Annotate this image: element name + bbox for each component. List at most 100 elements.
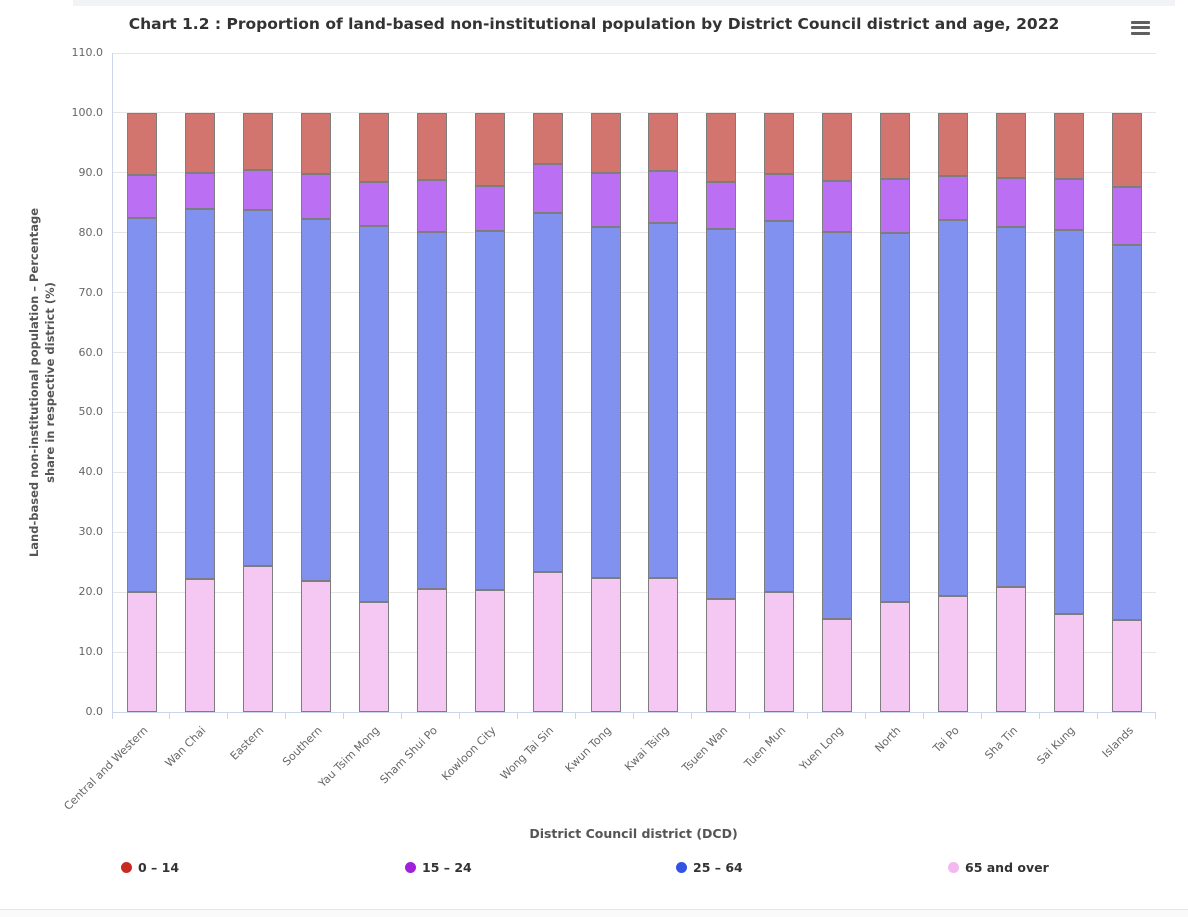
legend-item-0-14[interactable]: 0 – 14	[121, 860, 179, 875]
gridline	[113, 112, 1156, 114]
bar-segment[interactable]	[358, 225, 389, 602]
bar-segment[interactable]	[706, 598, 737, 712]
bar-segment[interactable]	[184, 172, 215, 210]
bar-segment[interactable]	[996, 112, 1027, 179]
bar-segment[interactable]	[1112, 245, 1143, 621]
x-axis-tick	[922, 713, 924, 719]
bar-segment[interactable]	[590, 227, 621, 579]
gridline	[113, 591, 1156, 593]
bar-segment[interactable]	[648, 112, 679, 172]
bar-segment[interactable]	[1054, 229, 1085, 614]
legend-item-65-and-over[interactable]: 65 and over	[948, 860, 1049, 875]
bar-segment[interactable]	[880, 602, 911, 712]
bar-segment[interactable]	[242, 209, 273, 566]
bar-segment[interactable]	[242, 565, 273, 712]
bar-segment[interactable]	[706, 182, 737, 230]
bar-segment[interactable]	[300, 581, 331, 712]
gridline	[113, 232, 1156, 234]
x-axis-category-label: Sham Shui Po	[377, 723, 441, 787]
y-axis-tick-label: 110.0	[71, 46, 104, 59]
bar-segment[interactable]	[474, 230, 505, 591]
legend-marker-icon	[676, 862, 687, 873]
bar-segment[interactable]	[1054, 179, 1085, 230]
x-axis-category-label: Yuen Long	[796, 723, 846, 773]
bar-segment[interactable]	[300, 112, 331, 175]
x-axis-category-label: Central and Western	[61, 723, 151, 813]
bar-segment[interactable]	[474, 112, 505, 186]
bar-segment[interactable]	[184, 579, 215, 712]
bar-segment[interactable]	[126, 174, 157, 219]
y-axis-tick-label: 70.0	[78, 285, 104, 299]
bar-segment[interactable]	[416, 112, 447, 181]
bar-segment[interactable]	[996, 178, 1027, 228]
bar-segment[interactable]	[474, 590, 505, 712]
bar-segment[interactable]	[126, 112, 157, 175]
x-axis-category-label: Sha Tin	[981, 723, 1020, 762]
bar-segment[interactable]	[532, 164, 563, 213]
bar-segment[interactable]	[184, 209, 215, 580]
bar-segment[interactable]	[1054, 613, 1085, 712]
bar-segment[interactable]	[590, 578, 621, 712]
bar-segment[interactable]	[938, 219, 969, 596]
bar-segment[interactable]	[416, 231, 447, 589]
x-axis-tick	[1096, 713, 1098, 719]
bar-segment[interactable]	[300, 218, 331, 582]
bar-segment[interactable]	[822, 180, 853, 232]
bar-segment[interactable]	[880, 179, 911, 233]
bar-segment[interactable]	[938, 176, 969, 220]
bar-segment[interactable]	[648, 577, 679, 712]
bar-segment[interactable]	[532, 572, 563, 712]
bar-segment[interactable]	[1112, 112, 1143, 188]
bar-segment[interactable]	[764, 592, 795, 712]
bar-segment[interactable]	[648, 222, 679, 578]
hamburger-icon	[1131, 20, 1151, 35]
bar-segment[interactable]	[938, 595, 969, 712]
bar-segment[interactable]	[822, 112, 853, 181]
bar-segment[interactable]	[822, 231, 853, 619]
bar-segment[interactable]	[590, 173, 621, 228]
bar-segment[interactable]	[358, 182, 389, 226]
y-axis-tick-label: 60.0	[78, 345, 104, 359]
bar-segment[interactable]	[358, 601, 389, 712]
bar-segment[interactable]	[648, 171, 679, 223]
bar-segment[interactable]	[242, 112, 273, 171]
y-axis-tick-label: 30.0	[78, 525, 104, 539]
bar-segment[interactable]	[1112, 620, 1143, 712]
bar-segment[interactable]	[1054, 112, 1085, 180]
legend-item-15-24[interactable]: 15 – 24	[405, 860, 472, 875]
bar-segment[interactable]	[764, 221, 795, 593]
gridline	[113, 292, 1156, 294]
bar-segment[interactable]	[706, 229, 737, 599]
x-axis-tick	[517, 713, 519, 719]
bar-segment[interactable]	[880, 112, 911, 180]
bar-segment[interactable]	[706, 112, 737, 183]
legend-marker-icon	[948, 862, 959, 873]
bar-segment[interactable]	[996, 227, 1027, 587]
bar-segment[interactable]	[1112, 187, 1143, 246]
bar-segment[interactable]	[764, 174, 795, 222]
bar-segment[interactable]	[358, 112, 389, 183]
bar-segment[interactable]	[416, 180, 447, 232]
gridline	[113, 471, 1156, 473]
gridline	[113, 411, 1156, 413]
legend-item-25-64[interactable]: 25 – 64	[676, 860, 743, 875]
bar-segment[interactable]	[242, 170, 273, 210]
bar-segment[interactable]	[416, 588, 447, 712]
gridline	[113, 651, 1156, 653]
bar-segment[interactable]	[126, 592, 157, 712]
bar-segment[interactable]	[300, 174, 331, 219]
bar-segment[interactable]	[880, 232, 911, 603]
bar-segment[interactable]	[938, 112, 969, 177]
bar-segment[interactable]	[996, 586, 1027, 712]
bar-segment[interactable]	[532, 112, 563, 165]
bar-segment[interactable]	[474, 186, 505, 231]
bar-segment[interactable]	[126, 218, 157, 593]
x-axis-tick	[343, 713, 345, 719]
chart-context-menu-button[interactable]	[1128, 18, 1154, 40]
y-axis-tick-label: 40.0	[78, 465, 104, 479]
bar-segment[interactable]	[764, 112, 795, 175]
bar-segment[interactable]	[590, 112, 621, 174]
bar-segment[interactable]	[532, 212, 563, 573]
bar-segment[interactable]	[184, 112, 215, 173]
bar-segment[interactable]	[822, 618, 853, 712]
